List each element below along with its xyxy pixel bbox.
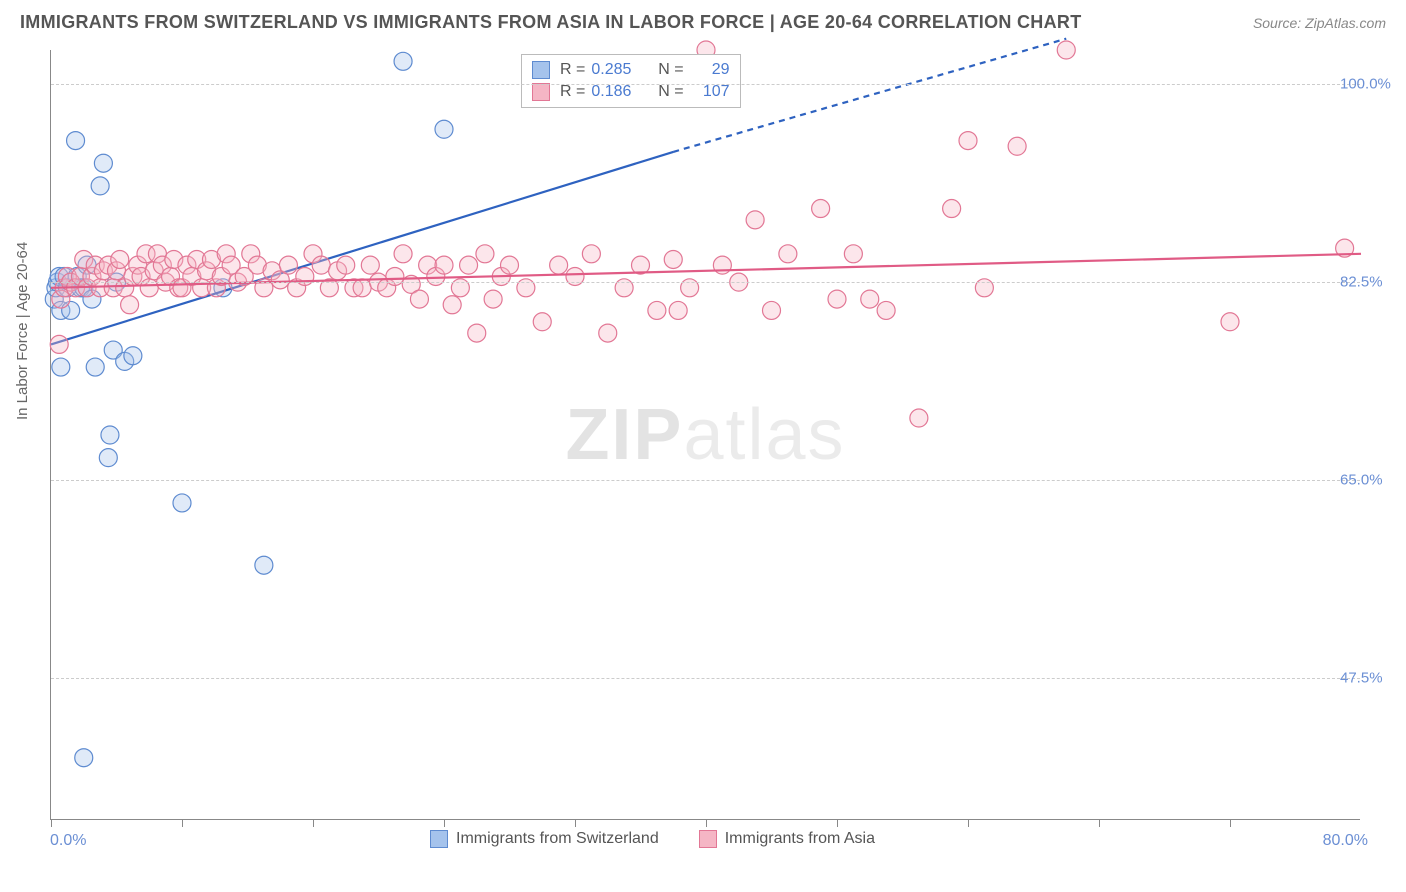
x-tick <box>575 819 576 827</box>
data-point <box>67 132 85 150</box>
data-point <box>101 426 119 444</box>
x-tick <box>444 819 445 827</box>
correlation-stats-box: R = 0.285 N = 29 R = 0.186 N = 107 <box>521 54 741 108</box>
data-point <box>1008 137 1026 155</box>
legend-swatch <box>430 830 448 848</box>
data-point <box>86 358 104 376</box>
stats-n-value: 29 <box>690 61 730 79</box>
data-point <box>828 290 846 308</box>
stats-n-value: 107 <box>690 83 730 101</box>
chart-svg <box>51 50 1360 819</box>
data-point <box>1221 313 1239 331</box>
data-point <box>550 256 568 274</box>
data-point <box>50 335 68 353</box>
data-point <box>361 256 379 274</box>
legend-label: Immigrants from Switzerland <box>456 830 659 848</box>
gridline <box>51 678 1360 679</box>
data-point <box>99 449 117 467</box>
data-point <box>337 256 355 274</box>
legend-label: Immigrants from Asia <box>725 830 875 848</box>
data-point <box>664 250 682 268</box>
data-point <box>943 200 961 218</box>
data-point <box>52 358 70 376</box>
data-point <box>435 256 453 274</box>
data-point <box>582 245 600 263</box>
data-point <box>173 494 191 512</box>
y-tick-label: 82.5% <box>1340 274 1406 291</box>
stats-swatch <box>532 61 550 79</box>
data-point <box>910 409 928 427</box>
stats-r-label: R = <box>560 61 585 79</box>
chart-header: IMMIGRANTS FROM SWITZERLAND VS IMMIGRANT… <box>0 0 1406 41</box>
data-point <box>648 301 666 319</box>
y-axis-label: In Labor Force | Age 20-64 <box>14 242 31 420</box>
data-point <box>599 324 617 342</box>
legend-item: Immigrants from Asia <box>699 830 875 848</box>
data-point <box>94 154 112 172</box>
data-point <box>279 256 297 274</box>
x-tick <box>968 819 969 827</box>
chart-legend: Immigrants from Switzerland Immigrants fr… <box>430 830 875 848</box>
data-point <box>476 245 494 263</box>
data-point <box>779 245 797 263</box>
legend-item: Immigrants from Switzerland <box>430 830 659 848</box>
data-point <box>394 52 412 70</box>
x-tick <box>51 819 52 827</box>
gridline <box>51 282 1360 283</box>
data-point <box>501 256 519 274</box>
stats-swatch <box>532 83 550 101</box>
data-point <box>669 301 687 319</box>
data-point <box>124 347 142 365</box>
data-point <box>460 256 478 274</box>
data-point <box>255 556 273 574</box>
data-point <box>435 120 453 138</box>
data-point <box>75 749 93 767</box>
stats-row: R = 0.285 N = 29 <box>532 59 730 81</box>
data-point <box>1057 41 1075 59</box>
x-tick <box>706 819 707 827</box>
gridline <box>51 84 1360 85</box>
data-point <box>91 177 109 195</box>
y-tick-label: 100.0% <box>1340 75 1406 92</box>
x-tick <box>313 819 314 827</box>
data-point <box>484 290 502 308</box>
y-tick-label: 65.0% <box>1340 472 1406 489</box>
stats-r-value: 0.186 <box>591 83 643 101</box>
chart-source: Source: ZipAtlas.com <box>1253 15 1386 31</box>
stats-n-label: N = <box>649 83 683 101</box>
chart-title: IMMIGRANTS FROM SWITZERLAND VS IMMIGRANT… <box>20 12 1082 33</box>
x-tick <box>182 819 183 827</box>
y-tick-label: 47.5% <box>1340 670 1406 687</box>
stats-r-label: R = <box>560 83 585 101</box>
scatter-chart: ZIPatlas R =0.285 N =29R =0.186 N =107 4… <box>50 50 1360 820</box>
gridline <box>51 480 1360 481</box>
data-point <box>394 245 412 263</box>
data-point <box>844 245 862 263</box>
data-point <box>746 211 764 229</box>
x-axis-min-label: 0.0% <box>50 832 86 850</box>
stats-n-label: N = <box>649 61 683 79</box>
x-tick <box>1099 819 1100 827</box>
data-point <box>533 313 551 331</box>
data-point <box>763 301 781 319</box>
data-point <box>443 296 461 314</box>
x-axis-max-label: 80.0% <box>1323 832 1368 850</box>
data-point <box>410 290 428 308</box>
x-tick <box>837 819 838 827</box>
data-point <box>877 301 895 319</box>
data-point <box>121 296 139 314</box>
data-point <box>861 290 879 308</box>
legend-swatch <box>699 830 717 848</box>
data-point <box>312 256 330 274</box>
x-tick <box>1230 819 1231 827</box>
stats-r-value: 0.285 <box>591 61 643 79</box>
data-point <box>111 250 129 268</box>
data-point <box>468 324 486 342</box>
data-point <box>959 132 977 150</box>
data-point <box>812 200 830 218</box>
